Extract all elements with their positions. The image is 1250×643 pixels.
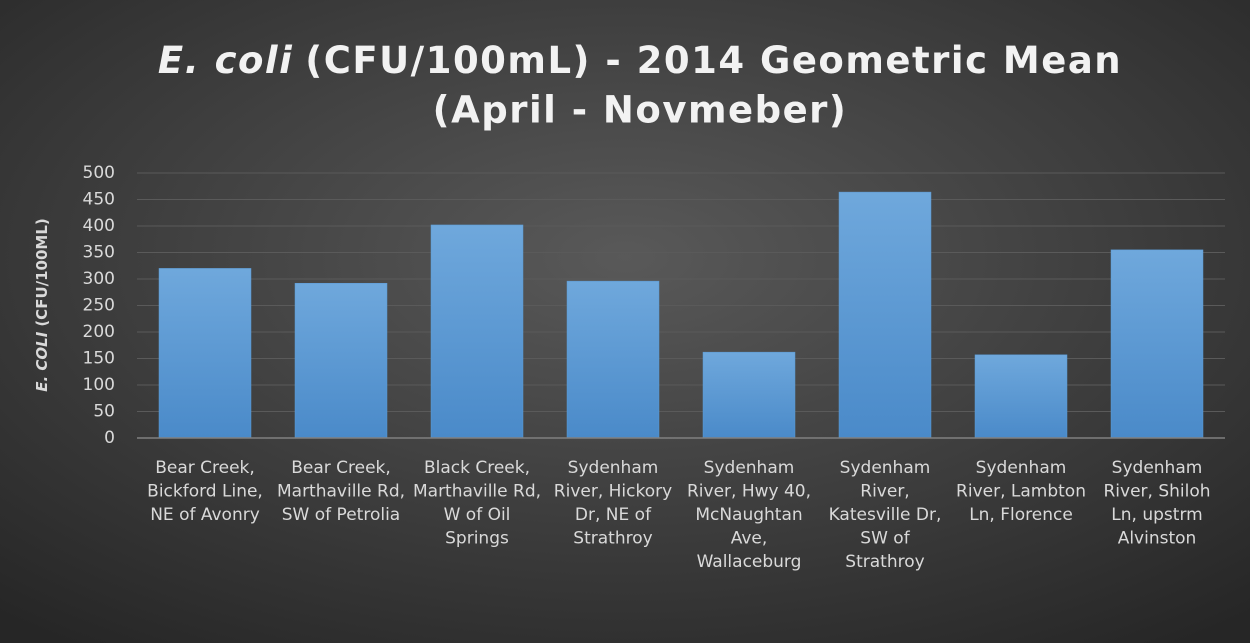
bar: [158, 268, 252, 439]
y-tick-label: 500: [83, 163, 115, 183]
chart-subtitle: (April - Novmeber): [433, 89, 848, 132]
y-tick-label: 300: [83, 269, 115, 289]
x-tick-label: Sydenham River, Hickory Dr, NE of Strathroy: [554, 458, 672, 549]
y-tick-label: 250: [83, 296, 115, 316]
chart-title: E. coli (CFU/100mL) - 2014 Geometric Mean: [158, 39, 1122, 82]
y-axis-label: E. COLI(CFU/100ML): [33, 218, 51, 392]
x-tick-label: Bear Creek, Bickford Line, NE of Avonry: [147, 458, 263, 525]
x-tick-label: Sydenham River, Katesville Dr, SW of Strathr…: [829, 458, 942, 572]
y-tick-label: 50: [93, 402, 115, 422]
x-tick-label: Bear Creek, Marthaville Rd, SW of Petrolia: [277, 458, 405, 525]
bar: [430, 224, 524, 439]
bar: [294, 282, 388, 439]
bar: [566, 280, 660, 439]
bar: [1110, 249, 1204, 439]
x-tick-label: Sydenham River, Lambton Ln, Florence: [956, 458, 1086, 525]
bar: [702, 351, 796, 439]
y-tick-label: 350: [83, 243, 115, 263]
y-tick-label: 0: [104, 428, 115, 448]
x-tick-label: Sydenham River, Shiloh Ln, upstrm Alvinston: [1103, 458, 1210, 549]
y-tick-label: 100: [83, 375, 115, 395]
y-tick-label: 400: [83, 216, 115, 236]
y-tick-label: 150: [83, 349, 115, 369]
bar: [974, 354, 1068, 439]
bar: [838, 191, 932, 439]
y-tick-label: 200: [83, 322, 115, 342]
x-tick-label: Sydenham River, Hwy 40, McNaughtan Ave, Wall…: [687, 458, 811, 572]
x-tick-label: Black Creek, Marthaville Rd, W of Oil Sprin…: [413, 458, 541, 549]
y-tick-label: 450: [83, 190, 115, 210]
